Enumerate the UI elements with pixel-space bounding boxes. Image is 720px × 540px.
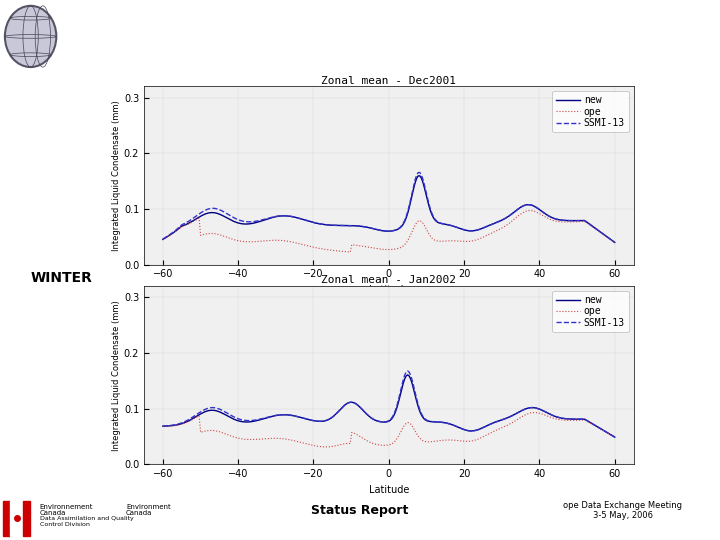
- new: [436, 419, 445, 426]
- Y-axis label: Integrated Liquid Condensate (mm): Integrated Liquid Condensate (mm): [112, 100, 121, 251]
- Text: Canada: Canada: [40, 510, 66, 516]
- SSMI-13: [541, 211, 549, 217]
- new: [160, 423, 168, 429]
- new: [403, 372, 412, 378]
- Y-axis label: Integrated Liquid Condensate (mm): Integrated Liquid Condensate (mm): [112, 300, 121, 451]
- SSMI-13: [429, 418, 438, 425]
- new: [611, 239, 619, 246]
- SSMI-13: [428, 418, 436, 425]
- Line: SSMI-13: SSMI-13: [163, 172, 615, 242]
- SSMI-13: [429, 213, 438, 220]
- SSMI-13: [160, 423, 168, 429]
- Text: Environment: Environment: [126, 504, 171, 510]
- SSMI-13: [403, 368, 412, 374]
- Text: ope Data Exchange Meeting
3-5 May, 2006: ope Data Exchange Meeting 3-5 May, 2006: [563, 501, 683, 520]
- X-axis label: Latitude: Latitude: [369, 485, 409, 495]
- X-axis label: Latitude: Latitude: [369, 285, 409, 295]
- Line: ope: ope: [163, 413, 615, 447]
- Text: Control Division: Control Division: [40, 522, 89, 526]
- SSMI-13: [611, 434, 619, 440]
- Text: Global Evaluation of Clouds with SSM/I: Global Evaluation of Clouds with SSM/I: [118, 24, 663, 49]
- ope: [158, 237, 167, 243]
- SSMI-13: [158, 423, 167, 429]
- SSMI-13: [570, 218, 578, 224]
- ope: [436, 238, 445, 245]
- ope: [429, 236, 438, 242]
- ope: [346, 249, 354, 255]
- ope: [436, 437, 445, 444]
- new: [429, 214, 438, 221]
- SSMI-13: [541, 409, 549, 415]
- ope: [160, 423, 168, 430]
- new: [436, 220, 445, 227]
- ope: [158, 423, 167, 430]
- Legend: new, ope, SSMI-13: new, ope, SSMI-13: [552, 91, 629, 132]
- SSMI-13: [158, 236, 167, 242]
- ope: [611, 434, 619, 441]
- Line: new: new: [163, 176, 615, 242]
- new: [428, 211, 436, 218]
- SSMI-13: [160, 235, 168, 241]
- Text: Status Report: Status Report: [311, 504, 409, 517]
- Text: Environnement: Environnement: [40, 504, 93, 510]
- ope: [571, 219, 580, 225]
- SSMI-13: [436, 419, 445, 426]
- ope: [428, 438, 436, 445]
- ope: [571, 417, 580, 423]
- Line: SSMI-13: SSMI-13: [163, 371, 615, 437]
- Title: Zonal mean - Dec2001: Zonal mean - Dec2001: [321, 76, 456, 86]
- new: [611, 434, 619, 440]
- ope: [428, 235, 436, 241]
- ope: [526, 207, 534, 214]
- new: [570, 416, 578, 422]
- Text: Data Assimilation and Quality: Data Assimilation and Quality: [40, 516, 133, 521]
- new: [415, 173, 424, 179]
- new: [570, 218, 578, 224]
- Legend: new, ope, SSMI-13: new, ope, SSMI-13: [552, 291, 629, 332]
- new: [541, 211, 549, 217]
- Line: ope: ope: [163, 211, 615, 252]
- SSMI-13: [570, 416, 578, 422]
- SSMI-13: [428, 210, 436, 217]
- ope: [542, 413, 551, 419]
- new: [429, 418, 438, 425]
- ope: [542, 214, 551, 221]
- Line: new: new: [163, 375, 615, 437]
- ope: [531, 409, 539, 416]
- SSMI-13: [611, 239, 619, 246]
- ope: [429, 438, 438, 445]
- ope: [160, 235, 168, 242]
- new: [160, 235, 168, 242]
- SSMI-13: [415, 169, 424, 176]
- ope: [322, 444, 330, 450]
- Text: Canada: Canada: [126, 510, 153, 516]
- ope: [611, 239, 619, 246]
- Text: WINTER: WINTER: [30, 271, 92, 285]
- new: [158, 236, 167, 242]
- Title: Zonal mean - Jan2002: Zonal mean - Jan2002: [321, 275, 456, 286]
- new: [158, 423, 167, 429]
- SSMI-13: [436, 220, 445, 226]
- Circle shape: [5, 6, 56, 67]
- new: [428, 418, 436, 425]
- new: [541, 409, 549, 415]
